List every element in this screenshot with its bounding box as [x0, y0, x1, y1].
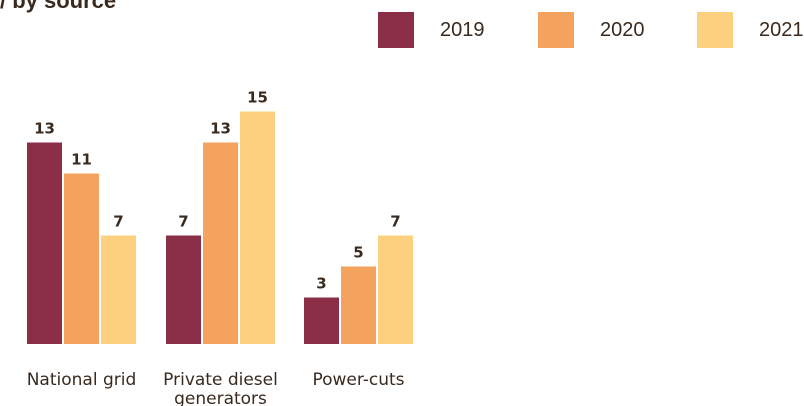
legend-label-2019: 2019	[440, 18, 485, 41]
bar-national-grid-2019	[27, 142, 62, 344]
data-label-power-cuts-2020: 5	[353, 244, 363, 262]
category-label-private-diesel-generators-line-1: Private diesel	[163, 370, 278, 390]
data-label-national-grid-2021: 7	[113, 213, 123, 231]
bar-private-diesel-generators-2020	[203, 142, 238, 344]
data-label-national-grid-2020: 11	[71, 151, 92, 169]
legend-item-2020: 2020	[538, 12, 645, 48]
data-label-private-diesel-generators-2020: 13	[210, 120, 231, 138]
bar-power-cuts-2019	[304, 297, 339, 344]
data-label-power-cuts-2019: 3	[316, 275, 326, 293]
legend: 2019 2020 2021	[0, 12, 804, 52]
category-label-power-cuts: Power-cuts	[312, 370, 404, 390]
data-label-private-diesel-generators-2019: 7	[178, 213, 188, 231]
bar-power-cuts-2020	[341, 266, 376, 344]
legend-label-2020: 2020	[600, 18, 645, 41]
bar-power-cuts-2021	[378, 235, 413, 344]
chart-title: / by source	[0, 0, 117, 13]
legend-item-2019: 2019	[378, 12, 485, 48]
bar-national-grid-2020	[64, 173, 99, 344]
data-label-national-grid-2019: 13	[34, 120, 55, 138]
category-label-national-grid: National grid	[27, 370, 137, 390]
bar-private-diesel-generators-2021	[240, 111, 275, 344]
legend-swatch-2020	[538, 12, 574, 48]
legend-swatch-2021	[697, 12, 733, 48]
legend-swatch-2019	[378, 12, 414, 48]
legend-label-2021: 2021	[759, 18, 804, 41]
bar-private-diesel-generators-2019	[166, 235, 201, 344]
legend-item-2021: 2021	[697, 12, 804, 48]
data-label-private-diesel-generators-2021: 15	[247, 89, 268, 107]
data-label-power-cuts-2021: 7	[390, 213, 400, 231]
bar-national-grid-2021	[101, 235, 136, 344]
category-label-private-diesel-generators-line-2: generators	[174, 389, 267, 406]
